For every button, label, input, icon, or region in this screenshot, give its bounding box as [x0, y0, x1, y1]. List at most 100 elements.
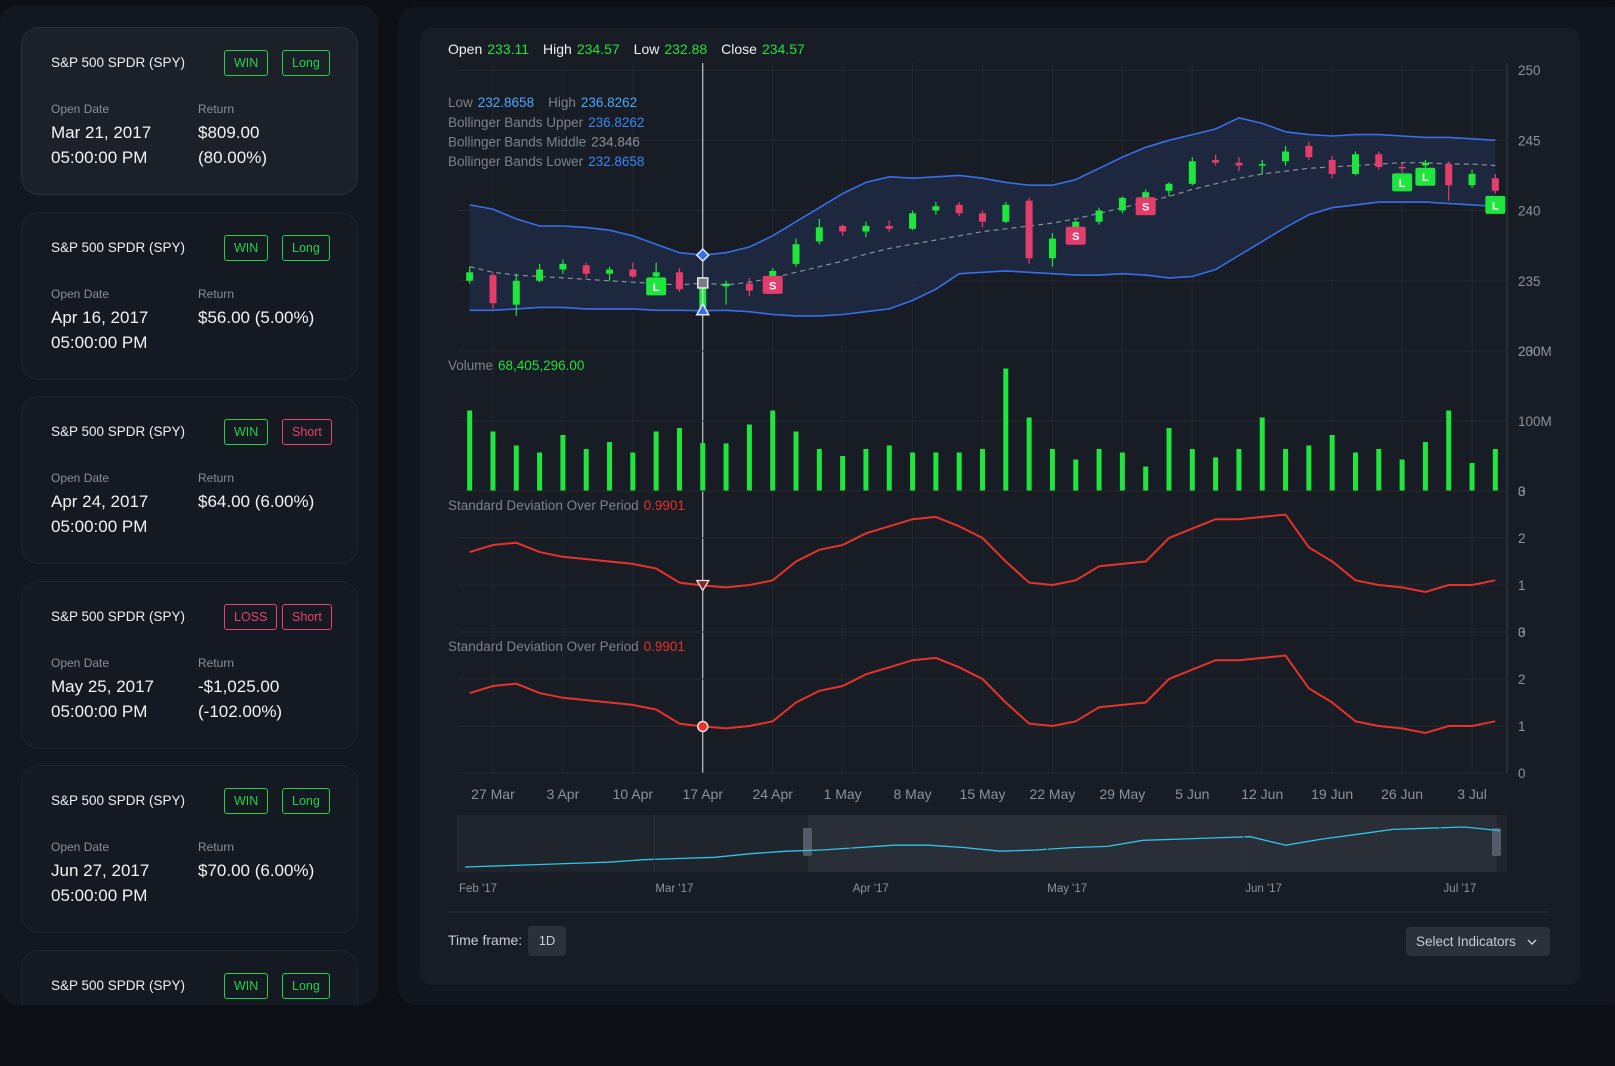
ohlc-header: Open 233.11 High 234.57 Low 232.88 Close 234.57 [448, 41, 805, 57]
legend-value: 232.8658 [588, 154, 644, 169]
trade-marker-label: S [769, 280, 776, 292]
volume-bar [933, 452, 939, 491]
y-tick-label: 1 [1518, 578, 1526, 593]
ohlc-label: Low [634, 41, 661, 57]
band-legend: Bollinger Bands Lower 232.8658 [448, 154, 644, 169]
legend-label: Bollinger Bands Middle [448, 135, 586, 150]
indicators-label[interactable]: Select Indicators [1416, 934, 1516, 949]
crosshair-dot [697, 720, 709, 733]
volume-bar [1166, 428, 1172, 491]
candle-body [1002, 204, 1010, 222]
volume-bar [1399, 459, 1405, 491]
candle-body [1282, 151, 1290, 162]
x-tick-label: 19 Jun [1311, 786, 1353, 802]
candle-body [512, 280, 520, 305]
x-tick-label: 29 May [1099, 786, 1145, 802]
trade-marker [1485, 195, 1506, 214]
candle-body [536, 269, 544, 281]
volume-bar [513, 445, 519, 491]
trade-marker-label: L [1492, 200, 1499, 212]
volume-bar [956, 452, 962, 491]
trade-marker [646, 277, 667, 296]
trade-card[interactable]: S&P 500 SPDR (SPY) WIN Long [21, 949, 358, 1005]
volume-bar [607, 442, 613, 491]
panel-title-label: Standard Deviation Over Period [448, 498, 639, 513]
crosshair-dot [695, 248, 710, 263]
volume-bar [1422, 442, 1428, 491]
volume-bar [583, 449, 589, 491]
open-date-label: Open Date [51, 102, 110, 116]
volume-bar [1283, 449, 1289, 491]
volume-bar [1492, 449, 1498, 491]
volume-bar [1073, 459, 1079, 491]
result-badge: WIN [224, 788, 269, 814]
candle-body [1118, 197, 1126, 211]
trade-card[interactable]: S&P 500 SPDR (SPY) WIN Long Open Date Return… [21, 211, 358, 380]
ohlc-value: 232.88 [664, 41, 707, 57]
candle-body [652, 272, 660, 277]
legend-label: Bollinger Bands Upper [448, 115, 584, 130]
navigator-handle[interactable] [803, 828, 812, 856]
open-date-label: Open Date [51, 840, 110, 854]
result-badge: WIN [224, 234, 269, 261]
return-label: Return [198, 471, 235, 485]
return-label: Return [198, 102, 235, 116]
volume-bar [1259, 417, 1265, 491]
return-label: Return [198, 655, 235, 670]
trade-card[interactable]: S&P 500 SPDR (SPY) WIN Long Open Date Return… [21, 765, 358, 933]
trade-card[interactable]: S&P 500 SPDR (SPY) WIN Long Open Date Return… [21, 27, 358, 195]
side-badge: Long [282, 50, 330, 76]
candle-body [1375, 154, 1383, 167]
panel-title: Standard Deviation Over Period 0.9901 [448, 498, 685, 513]
candle-body [979, 213, 986, 222]
crosshair-dot [697, 277, 709, 289]
navigator-label: Apr '17 [853, 883, 889, 895]
navigator-label: Mar '17 [655, 883, 693, 895]
trade-marker-label: L [1399, 178, 1406, 190]
y-tick-label: 250 [1518, 63, 1541, 78]
std-line [469, 513, 1496, 594]
y-tick-label: 1 [1518, 719, 1526, 734]
navigator-line [464, 826, 1501, 868]
panel-title: Volume 68,405,296.00 [448, 358, 584, 373]
x-tick-label: 15 May [960, 786, 1006, 802]
open-time: 05:00:00 PM [51, 886, 148, 905]
x-tick-label: 24 Apr [752, 786, 793, 802]
volume-bar [630, 452, 636, 491]
legend-value: 234.846 [591, 135, 640, 150]
candle-body [909, 213, 917, 229]
indicators-dropdown[interactable] [1406, 927, 1550, 956]
instrument: S&P 500 SPDR (SPY) [51, 977, 186, 993]
candle-body [722, 283, 730, 287]
volume-bar [537, 452, 543, 491]
candle-body [1212, 159, 1220, 163]
candle-body [792, 244, 800, 264]
ohlc-value: 234.57 [577, 41, 620, 57]
crosshair-dot [695, 579, 710, 592]
open-date: May 25, 2017 [51, 676, 155, 696]
trade-marker [1135, 197, 1156, 216]
volume-bar [723, 443, 729, 491]
panel-title-value: 68,405,296.00 [498, 358, 584, 373]
volume-bar [1306, 445, 1312, 491]
trade-card[interactable]: S&P 500 SPDR (SPY) LOSS Short Open Date Retu… [21, 580, 358, 749]
x-tick-label: 22 May [1029, 786, 1075, 802]
panel-title-value: 0.9901 [644, 498, 685, 513]
panel-title-label: Volume [448, 358, 493, 373]
ohlc-value: 234.57 [762, 41, 805, 57]
candle-body [1025, 200, 1033, 259]
candle-body [582, 265, 590, 274]
panel-title-value: 0.9901 [644, 639, 685, 654]
timeframe-button[interactable] [528, 926, 566, 956]
trade-card[interactable]: S&P 500 SPDR (SPY) WIN Short Open Date Retur… [21, 396, 358, 564]
navigator-handle[interactable] [1492, 828, 1501, 856]
y-tick-label: 3 [1518, 625, 1526, 640]
volume-bar [770, 410, 776, 491]
candle-body [1421, 162, 1429, 166]
candle-body [745, 283, 753, 291]
open-time: 05:00:00 PM [51, 332, 148, 352]
x-tick-label: 26 Jun [1381, 786, 1423, 802]
timeframe-value[interactable]: 1D [539, 933, 556, 948]
ohlc-label: Close [721, 41, 757, 57]
